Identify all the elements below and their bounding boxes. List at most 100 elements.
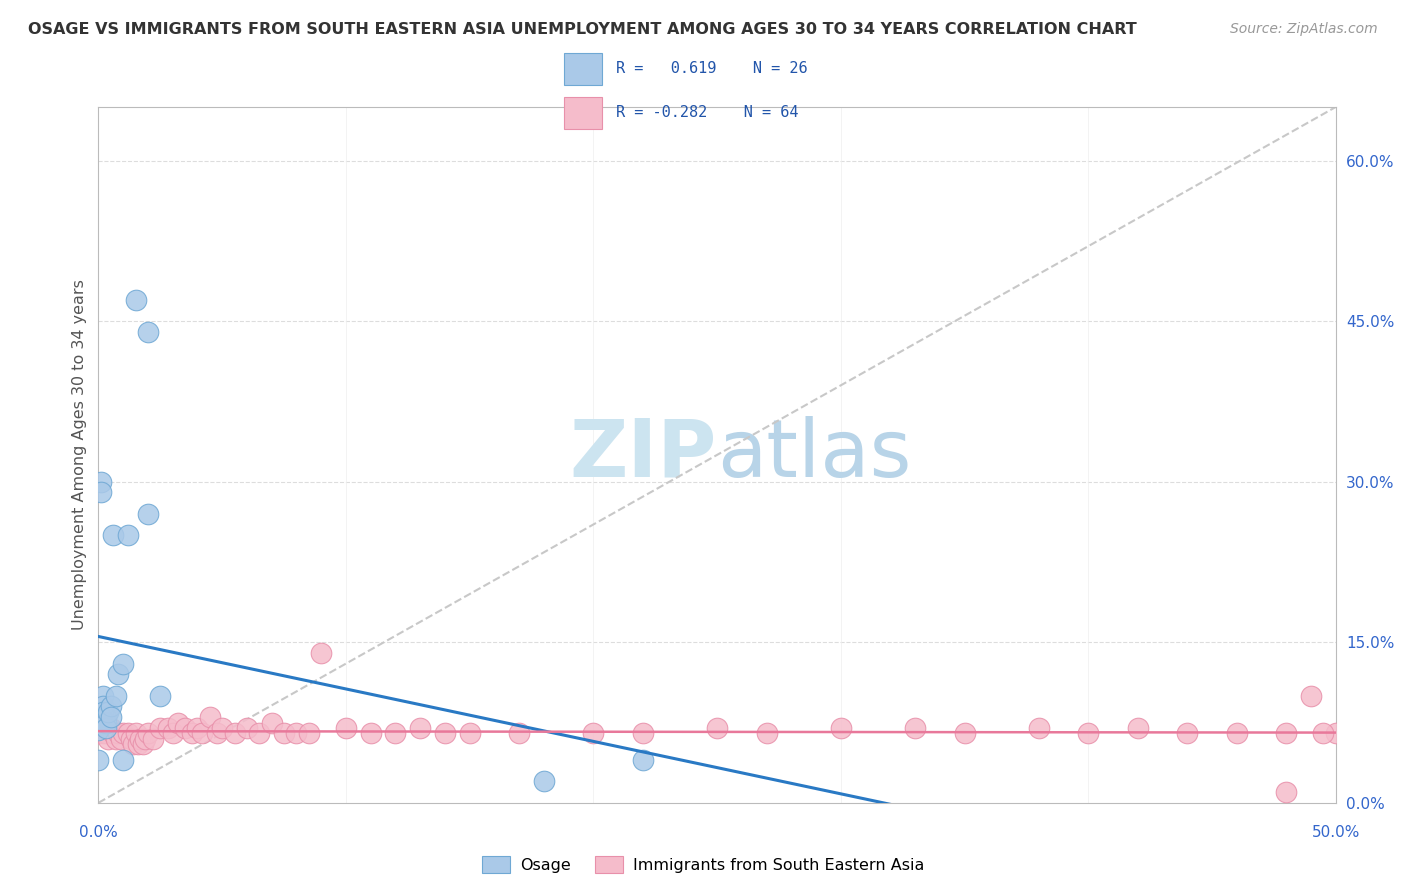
Point xyxy=(1299,689,1322,703)
Point xyxy=(149,721,172,735)
Point xyxy=(94,710,117,724)
Point xyxy=(236,721,259,735)
Point xyxy=(409,721,432,735)
Text: Source: ZipAtlas.com: Source: ZipAtlas.com xyxy=(1230,22,1378,37)
Text: OSAGE VS IMMIGRANTS FROM SOUTH EASTERN ASIA UNEMPLOYMENT AMONG AGES 30 TO 34 YEA: OSAGE VS IMMIGRANTS FROM SOUTH EASTERN A… xyxy=(28,22,1137,37)
Point xyxy=(162,726,184,740)
Point xyxy=(124,726,146,740)
Point xyxy=(285,726,308,740)
Point xyxy=(87,723,110,737)
Point xyxy=(904,721,927,735)
Text: 0.0%: 0.0% xyxy=(79,825,118,840)
Point xyxy=(433,726,456,740)
Point xyxy=(1275,785,1298,799)
Point xyxy=(298,726,321,740)
Point xyxy=(93,689,115,703)
Point xyxy=(104,731,127,746)
Point xyxy=(107,667,129,681)
Point xyxy=(156,721,179,735)
Point xyxy=(181,726,204,740)
Point xyxy=(191,726,214,740)
Point xyxy=(309,646,332,660)
Point xyxy=(198,710,221,724)
Point xyxy=(94,715,117,730)
Point xyxy=(100,721,122,735)
Y-axis label: Unemployment Among Ages 30 to 34 years: Unemployment Among Ages 30 to 34 years xyxy=(72,279,87,631)
Point xyxy=(136,325,159,339)
Point xyxy=(706,721,728,735)
Point xyxy=(127,737,149,751)
Text: atlas: atlas xyxy=(717,416,911,494)
Point xyxy=(134,731,156,746)
Point xyxy=(122,737,145,751)
Point xyxy=(103,528,125,542)
Point xyxy=(136,726,159,740)
Point xyxy=(117,528,139,542)
Point xyxy=(100,710,122,724)
Point xyxy=(120,731,142,746)
Point xyxy=(136,507,159,521)
Point xyxy=(93,699,115,714)
Point xyxy=(205,726,228,740)
Point xyxy=(582,726,605,740)
Point xyxy=(533,774,555,789)
Point xyxy=(117,726,139,740)
Point xyxy=(1275,726,1298,740)
Point xyxy=(93,705,115,719)
Point xyxy=(87,726,110,740)
Point xyxy=(384,726,406,740)
Point xyxy=(100,699,122,714)
Point xyxy=(97,731,120,746)
Text: R = -0.282    N = 64: R = -0.282 N = 64 xyxy=(616,105,799,120)
Point xyxy=(186,721,208,735)
Point xyxy=(112,726,135,740)
Point xyxy=(90,485,112,500)
Point xyxy=(1324,726,1347,740)
Point xyxy=(211,721,233,735)
Point xyxy=(631,753,654,767)
Point xyxy=(129,731,152,746)
Bar xyxy=(564,97,602,129)
Point xyxy=(224,726,246,740)
Point xyxy=(132,737,155,751)
Point xyxy=(103,726,125,740)
Point xyxy=(142,731,165,746)
Point xyxy=(1126,721,1149,735)
Point xyxy=(360,726,382,740)
Point xyxy=(87,753,110,767)
Point xyxy=(508,726,530,740)
Point xyxy=(1226,726,1249,740)
Point xyxy=(104,689,127,703)
Point xyxy=(107,726,129,740)
Point xyxy=(1077,726,1099,740)
Point xyxy=(953,726,976,740)
Point xyxy=(1175,726,1198,740)
Text: ZIP: ZIP xyxy=(569,416,717,494)
Point xyxy=(247,726,270,740)
Legend: Osage, Immigrants from South Eastern Asia: Osage, Immigrants from South Eastern Asi… xyxy=(475,849,931,880)
Point xyxy=(112,753,135,767)
Point xyxy=(94,721,117,735)
Point xyxy=(166,715,188,730)
Text: 50.0%: 50.0% xyxy=(1312,825,1360,840)
Text: R =   0.619    N = 26: R = 0.619 N = 26 xyxy=(616,61,807,76)
Point xyxy=(93,726,115,740)
Point xyxy=(94,726,117,740)
Point xyxy=(335,721,357,735)
Point xyxy=(755,726,778,740)
Point xyxy=(1028,721,1050,735)
Point xyxy=(631,726,654,740)
Point xyxy=(110,731,132,746)
Point xyxy=(90,721,112,735)
Point xyxy=(90,475,112,489)
Point xyxy=(97,705,120,719)
Point xyxy=(149,689,172,703)
Point xyxy=(174,721,197,735)
Point xyxy=(458,726,481,740)
Point xyxy=(90,710,112,724)
Point xyxy=(273,726,295,740)
Point xyxy=(112,657,135,671)
Point xyxy=(124,293,146,307)
Point xyxy=(260,715,283,730)
Point xyxy=(1312,726,1334,740)
